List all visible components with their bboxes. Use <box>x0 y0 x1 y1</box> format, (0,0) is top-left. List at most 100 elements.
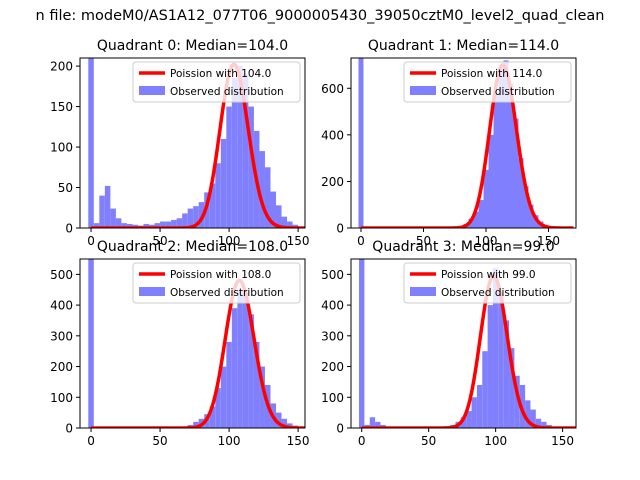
histogram-bar <box>220 138 227 228</box>
histogram-bar <box>182 213 188 228</box>
histogram-bar <box>88 259 94 428</box>
y-tick-label: 0 <box>65 422 73 436</box>
histogram-bar <box>259 366 265 428</box>
x-tick-label: 50 <box>152 234 167 248</box>
y-tick-label: 150 <box>50 100 73 114</box>
histogram-bar <box>518 158 524 228</box>
subplot-2: Quadrant 2: Median=108.0 0 50 100 150 0 100 200… <box>50 239 310 448</box>
y-tick-label: 100 <box>50 391 73 405</box>
histogram-bar <box>281 418 288 428</box>
y-tick-label: 0 <box>336 422 344 436</box>
y-tick-label: 0 <box>65 222 73 236</box>
histogram-bar <box>503 320 510 428</box>
histogram-bar <box>115 218 122 228</box>
histogram-bar <box>514 375 520 428</box>
legend-patch-swatch <box>410 86 436 95</box>
poisson-curve <box>360 63 574 228</box>
x-tick-label: 50 <box>421 434 436 448</box>
histogram-bar <box>503 60 509 228</box>
y-tick-label: 200 <box>50 60 73 74</box>
subplot-title: Quadrant 3: Median=99.0 <box>372 239 554 255</box>
legend: Poission with 114.0 Observed distribution <box>403 61 572 103</box>
legend-label: Poission with 104.0 <box>170 68 271 80</box>
histogram-bar <box>99 195 105 228</box>
x-tick-label: 100 <box>475 234 498 248</box>
histogram-bar <box>160 221 166 228</box>
histogram-bar <box>226 106 232 228</box>
x-tick-label: 0 <box>87 234 95 248</box>
legend: Poission with 108.0 Observed distribution <box>132 262 301 304</box>
histogram-bar <box>171 219 177 228</box>
y-tick-label: 100 <box>321 391 344 405</box>
subplot-title: Quadrant 1: Median=114.0 <box>368 38 559 54</box>
histogram-bar <box>237 289 243 428</box>
subplot-grid: Quadrant 0: Median=104.0 0 50 100 150 0 50 100 1… <box>50 38 577 448</box>
histogram-bar <box>242 74 249 228</box>
legend-label: Poission with 114.0 <box>441 68 542 80</box>
histogram-bar <box>259 151 265 228</box>
histogram-bar <box>187 208 194 228</box>
figure-suptitle: n file: modeM0/AS1A12_077T06_9000005430_… <box>36 8 605 24</box>
x-tick-label: 50 <box>416 234 431 248</box>
subplot-title: Quadrant 2: Median=108.0 <box>97 239 288 255</box>
histogram-bar <box>508 83 514 228</box>
histogram-bar <box>498 67 504 228</box>
histogram-bar <box>176 218 183 228</box>
axes-frame <box>350 258 577 429</box>
y-tick-label: 400 <box>50 299 73 313</box>
x-tick-label: 150 <box>287 234 310 248</box>
histogram-bar <box>226 341 232 428</box>
legend: Poission with 104.0 Observed distribution <box>132 61 301 103</box>
subplot-1: Quadrant 1: Median=114.0 0 50 100 150 0 200 400… <box>321 38 577 248</box>
histogram-bar <box>242 292 249 428</box>
histogram-bar <box>478 200 484 228</box>
histogram-bar <box>104 185 111 228</box>
x-tick-label: 0 <box>357 234 365 248</box>
x-tick-label: 150 <box>551 434 574 448</box>
histogram-bar <box>488 134 494 228</box>
y-tick-label: 0 <box>336 222 344 236</box>
histogram-bar <box>215 163 221 228</box>
histogram-bar <box>369 417 376 428</box>
histogram-bar <box>482 351 488 428</box>
legend: Poission with 99.0 Observed distribution <box>403 262 572 304</box>
histogram-bar <box>264 167 271 228</box>
legend-patch-swatch <box>139 86 165 95</box>
y-tick-label: 500 <box>321 268 344 282</box>
histogram-bar <box>492 268 499 428</box>
histogram-bar <box>525 400 531 428</box>
histogram-bar <box>209 183 216 228</box>
x-tick-label: 150 <box>537 234 560 248</box>
axes-frame <box>350 57 577 229</box>
legend-label: Observed distribution <box>441 86 555 98</box>
x-tick-label: 0 <box>87 434 95 448</box>
y-tick-label: 200 <box>321 360 344 374</box>
histogram-bar <box>483 169 489 228</box>
axes-frame <box>79 258 306 429</box>
histogram-bar <box>528 204 534 228</box>
histogram-bar <box>276 205 282 228</box>
histogram-bar <box>121 223 127 228</box>
subplot-title: Quadrant 0: Median=104.0 <box>97 38 288 54</box>
histogram-bar <box>220 366 227 428</box>
histogram-bar <box>165 221 172 228</box>
histogram-bar <box>215 388 221 428</box>
histogram-bar <box>523 186 529 228</box>
legend-label: Observed distribution <box>170 86 284 98</box>
histogram-bar <box>193 206 199 228</box>
histogram-bar <box>248 314 254 428</box>
histogram-bar <box>460 417 467 428</box>
y-tick-label: 50 <box>58 181 73 195</box>
plot-area <box>88 58 305 228</box>
x-tick-label: 150 <box>287 434 310 448</box>
legend-box <box>403 61 572 103</box>
histogram-bar <box>248 106 254 228</box>
legend-box <box>132 61 301 103</box>
plot-area <box>358 58 574 228</box>
histogram-bar <box>473 211 479 228</box>
histogram-bar <box>476 384 483 428</box>
y-tick-label: 300 <box>321 329 344 343</box>
y-tick-label: 500 <box>50 268 73 282</box>
histogram-bar <box>375 421 381 428</box>
x-tick-label: 100 <box>218 434 241 448</box>
